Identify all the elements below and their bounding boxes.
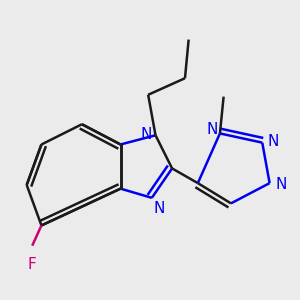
Text: N: N	[207, 122, 218, 137]
Text: N: N	[154, 201, 165, 216]
Text: N: N	[140, 127, 152, 142]
Text: N: N	[275, 178, 286, 193]
Text: N: N	[268, 134, 279, 149]
Text: F: F	[28, 257, 37, 272]
